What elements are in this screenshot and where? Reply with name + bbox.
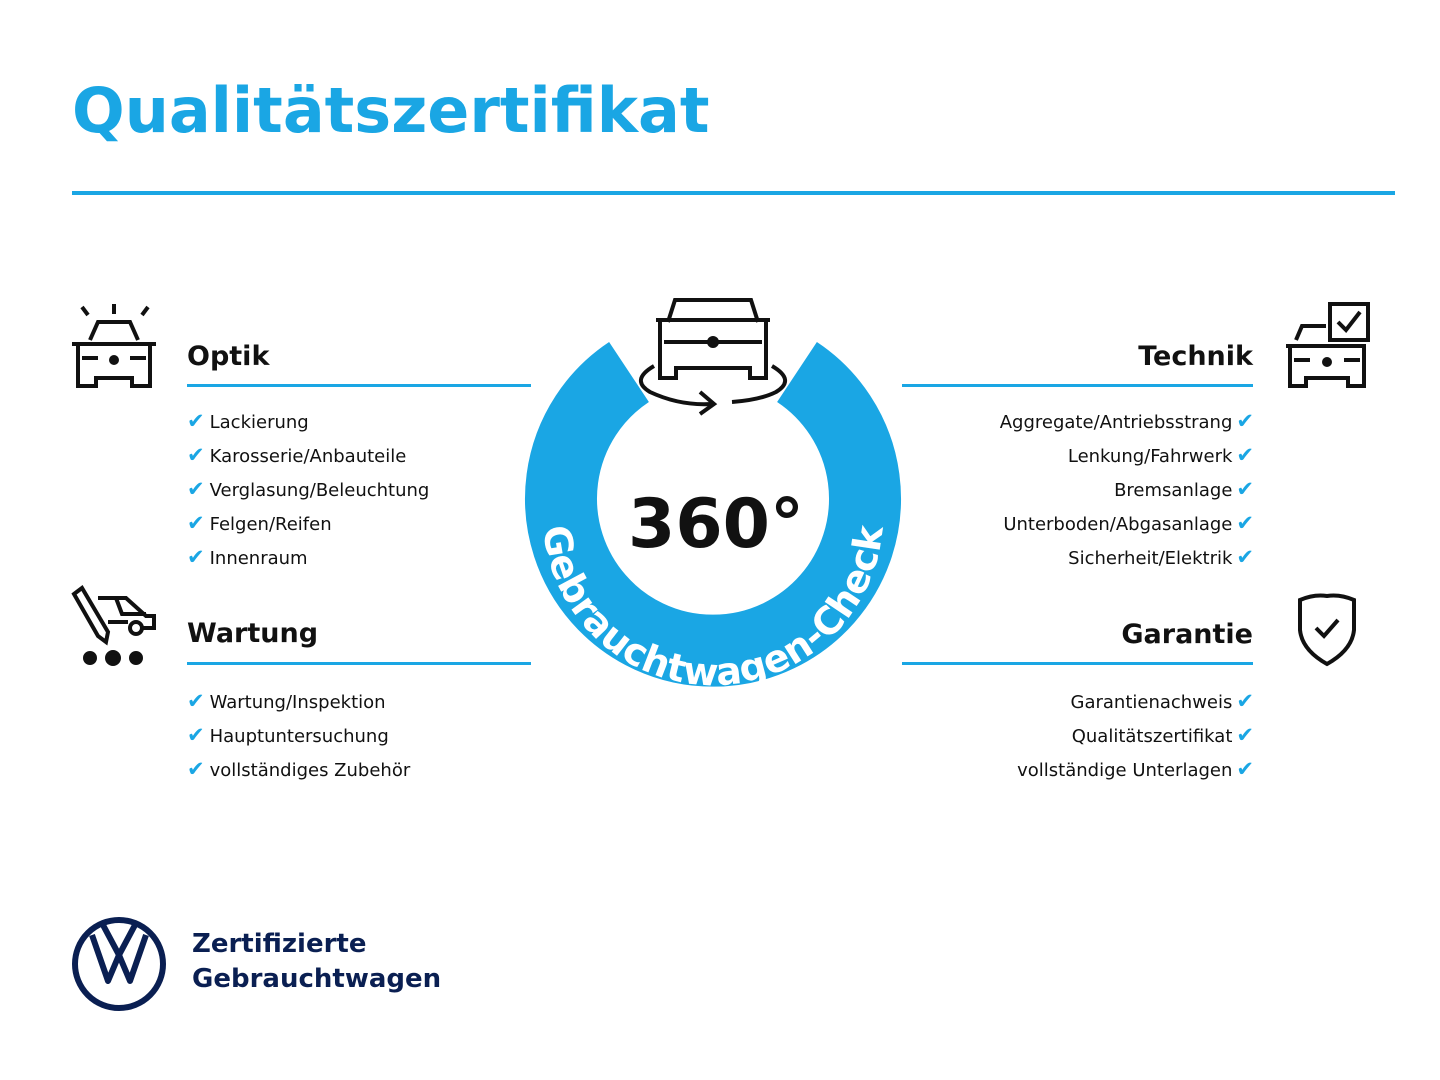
- list-item: ✔ Lackierung: [187, 409, 309, 433]
- check-icon: ✔: [187, 511, 205, 535]
- list-item: ✔ Hauptuntersuchung: [187, 723, 389, 747]
- check-icon: ✔: [1236, 409, 1254, 433]
- optik-list: ✔ Lackierung ✔ Karosserie/Anbauteile ✔ Verg…: [187, 404, 429, 574]
- list-item: Qualitätszertifikat ✔: [1071, 723, 1254, 747]
- list-item: Unterboden/Abgasanlage ✔: [1003, 511, 1254, 535]
- section-divider-optik: [187, 384, 531, 387]
- check-icon: ✔: [187, 723, 205, 747]
- section-divider-garantie: [902, 662, 1253, 665]
- list-item: vollständige Unterlagen ✔: [1017, 757, 1254, 781]
- check-icon: ✔: [187, 409, 205, 433]
- check-icon: ✔: [1236, 757, 1254, 781]
- list-item: ✔ Verglasung/Beleuchtung: [187, 477, 430, 501]
- check-icon: ✔: [1236, 723, 1254, 747]
- list-item: Garantienachweis ✔: [1070, 689, 1254, 713]
- list-item: ✔ Karosserie/Anbauteile: [187, 443, 407, 467]
- badge-ring: [525, 342, 901, 687]
- section-heading-garantie: Garantie: [1121, 619, 1253, 650]
- garantie-list: Garantienachweis ✔ Qualitätszertifikat ✔ v…: [1017, 684, 1254, 786]
- check-icon: ✔: [1236, 511, 1254, 535]
- title-divider: [72, 191, 1395, 195]
- check-icon: ✔: [187, 757, 205, 781]
- wartung-list: ✔ Wartung/Inspektion ✔ Hauptuntersuchung ✔…: [187, 684, 410, 786]
- check-icon: ✔: [187, 689, 205, 713]
- check-icon: ✔: [187, 477, 205, 501]
- list-item: ✔ Wartung/Inspektion: [187, 689, 386, 713]
- vw-logo: [72, 917, 166, 1011]
- check-icon: ✔: [1236, 443, 1254, 467]
- check-icon: ✔: [1236, 689, 1254, 713]
- section-divider-technik: [902, 384, 1253, 387]
- service-van-pencil-icon: [71, 585, 156, 666]
- brand-text: Zertifizierte Gebrauchtwagen: [192, 929, 442, 994]
- shield-check-icon: [1298, 593, 1356, 667]
- list-item: Aggregate/Antriebsstrang ✔: [999, 409, 1254, 433]
- section-heading-optik: Optik: [187, 341, 270, 372]
- section-heading-technik: Technik: [1138, 341, 1253, 372]
- car-checkbox-icon: [1286, 302, 1370, 388]
- list-item: ✔ Felgen/Reifen: [187, 511, 332, 535]
- list-item: ✔ Innenraum: [187, 545, 308, 569]
- list-item: Sicherheit/Elektrik ✔: [1068, 545, 1254, 569]
- car-lights-icon: [72, 304, 156, 388]
- list-item: Bremsanlage ✔: [1114, 477, 1254, 501]
- section-heading-wartung: Wartung: [187, 618, 319, 649]
- technik-list: Aggregate/Antriebsstrang ✔ Lenkung/Fahrwe…: [1000, 404, 1254, 574]
- check-icon: ✔: [1236, 545, 1254, 569]
- check-icon: ✔: [187, 545, 205, 569]
- car-rotate-icon: [639, 298, 787, 416]
- check-icon: ✔: [187, 443, 205, 467]
- list-item: ✔ vollständiges Zubehör: [187, 757, 411, 781]
- page-title: Qualitätszertifikat: [72, 74, 710, 147]
- section-divider-wartung: [187, 662, 531, 665]
- check-icon: ✔: [1236, 477, 1254, 501]
- list-item: Lenkung/Fahrwerk ✔: [1067, 443, 1254, 467]
- badge-degrees: 360°: [628, 485, 804, 564]
